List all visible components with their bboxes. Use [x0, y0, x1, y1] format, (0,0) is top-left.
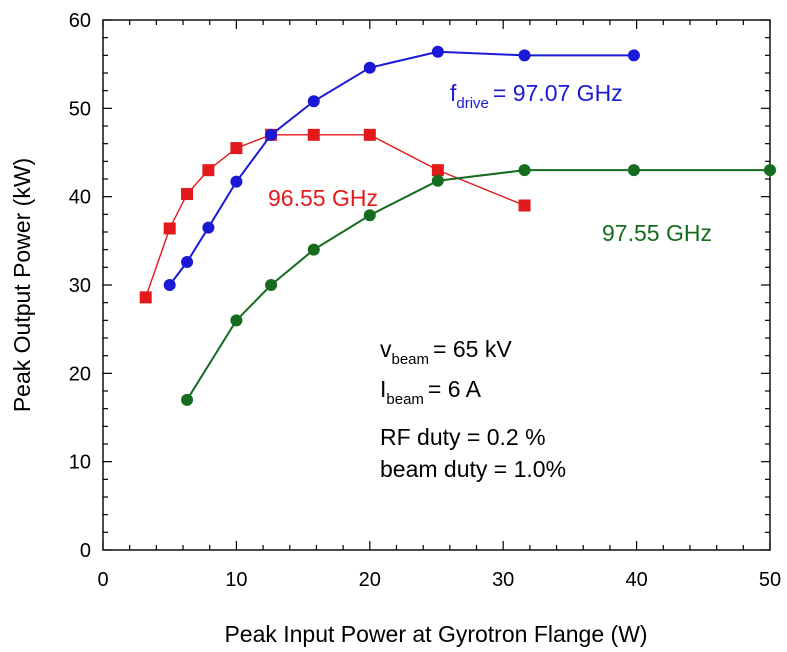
data-point — [181, 188, 194, 201]
ibeam-rest: = 6 A — [428, 376, 482, 402]
data-point — [627, 49, 640, 62]
vbeam-main: v — [380, 336, 392, 362]
y-tick-label: 50 — [69, 98, 91, 120]
ibeam-main: I — [380, 376, 386, 402]
vbeam-sub: beam — [392, 351, 430, 368]
y-tick-labels: 0 10 20 30 40 50 60 — [69, 10, 91, 562]
green-series-label: 97.55 GHz — [602, 220, 712, 246]
red-series-label: 96.55 GHz — [268, 185, 378, 211]
vbeam-rest: = 65 kV — [433, 336, 512, 362]
x-tick-label: 40 — [625, 569, 647, 591]
fdrive-sub: drive — [456, 95, 489, 112]
data-point — [230, 142, 243, 155]
x-tick-label: 50 — [759, 569, 781, 591]
data-point — [307, 128, 320, 141]
data-point — [764, 164, 776, 177]
blue-series-label: fdrive = 97.07 GHz — [450, 80, 623, 112]
data-point — [307, 243, 320, 256]
data-point — [181, 256, 194, 269]
x-tick-label: 30 — [492, 569, 514, 591]
data-point — [181, 393, 194, 406]
data-point — [230, 314, 243, 327]
series-1 — [163, 45, 640, 291]
data-point — [363, 61, 376, 74]
data-point — [265, 128, 278, 141]
data-point — [363, 209, 376, 222]
series-2 — [181, 164, 776, 406]
series-0 — [139, 128, 531, 304]
rf-duty-label: RF duty = 0.2 % — [380, 424, 546, 450]
data-point — [202, 164, 215, 177]
data-point — [431, 174, 444, 187]
data-point — [265, 279, 278, 291]
x-tick-label: 10 — [225, 569, 247, 591]
data-point — [431, 45, 444, 58]
data-point — [163, 279, 176, 291]
y-tick-label: 10 — [69, 452, 91, 474]
x-tick-labels: 0 10 20 30 40 50 — [97, 569, 781, 591]
series-line — [145, 134, 525, 298]
x-tick-label: 20 — [359, 569, 381, 591]
y-tick-label: 30 — [69, 275, 91, 297]
fdrive-main: f — [450, 80, 457, 106]
data-point — [431, 164, 444, 177]
x-tick-label: 0 — [97, 569, 108, 591]
y-axis-title: Peak Output Power (kW) — [9, 158, 35, 412]
series-line — [168, 50, 634, 286]
y-tick-label: 60 — [69, 10, 91, 32]
data-point — [307, 95, 320, 108]
y-tick-label: 0 — [80, 540, 91, 562]
beam-duty-label: beam duty = 1.0% — [380, 456, 566, 482]
y-tick-label: 20 — [69, 363, 91, 385]
x-axis-title: Peak Input Power at Gyrotron Flange (W) — [224, 621, 647, 647]
data-point — [518, 164, 531, 177]
data-point — [627, 164, 640, 177]
data-point — [163, 222, 176, 235]
ibeam-label: Ibeam = 6 A — [380, 376, 482, 408]
vbeam-label: vbeam = 65 kV — [380, 336, 512, 368]
ibeam-sub: beam — [386, 391, 424, 408]
fdrive-rest: = 97.07 GHz — [493, 80, 623, 106]
data-point — [202, 221, 215, 234]
y-tick-label: 40 — [69, 187, 91, 209]
series-layer — [139, 45, 776, 406]
data-point — [518, 199, 531, 212]
data-point — [518, 49, 531, 62]
data-point — [363, 128, 376, 141]
axis-ticks — [102, 19, 771, 551]
data-point — [139, 291, 152, 304]
data-point — [230, 175, 243, 188]
